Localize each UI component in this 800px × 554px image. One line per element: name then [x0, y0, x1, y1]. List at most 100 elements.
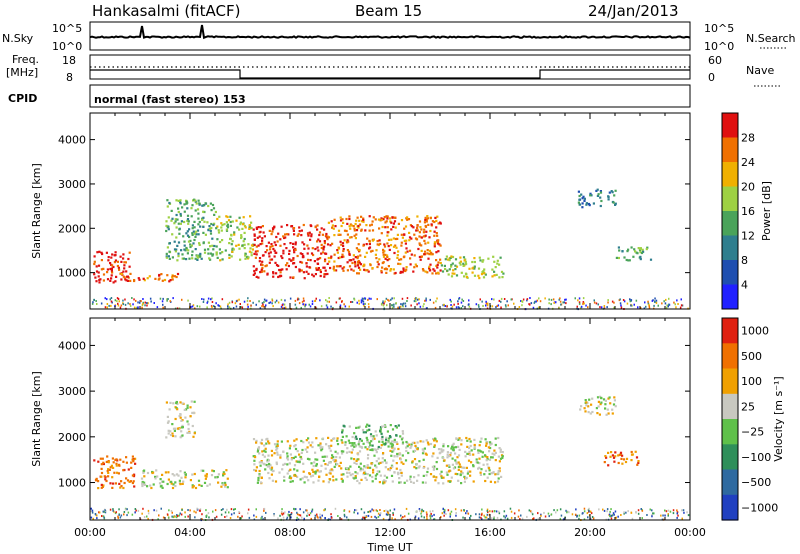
data-cell [303, 243, 306, 246]
data-cell [607, 451, 610, 454]
data-cell [424, 234, 427, 237]
data-cell [429, 263, 432, 266]
data-cell [415, 229, 418, 232]
data-cell [326, 235, 329, 238]
data-cell [347, 439, 350, 442]
data-cell [175, 275, 178, 279]
data-cell [281, 256, 284, 260]
data-cell [270, 243, 273, 246]
colorbar-swatch [722, 260, 738, 285]
data-cell [142, 277, 145, 280]
noise-cell [544, 515, 547, 518]
data-cell [445, 255, 448, 258]
noise-cell [343, 515, 346, 518]
data-cell [305, 439, 308, 442]
data-cell [161, 486, 164, 489]
data-cell [355, 437, 358, 440]
data-cell [148, 275, 151, 278]
data-cell [252, 244, 255, 247]
data-cell [204, 474, 207, 477]
data-cell [302, 462, 305, 465]
data-cell [120, 485, 123, 488]
data-cell [439, 244, 442, 247]
data-cell [620, 457, 623, 460]
noise-cell [548, 298, 550, 301]
noise-cell [630, 304, 632, 307]
data-cell [209, 229, 212, 233]
noise-cell [672, 512, 675, 515]
data-cell [310, 475, 313, 478]
data-cell [317, 479, 320, 482]
data-cell [363, 465, 366, 468]
data-cell [165, 229, 168, 233]
data-cell [143, 469, 146, 472]
data-cell [649, 258, 653, 261]
noise-cell [630, 299, 633, 302]
data-cell [290, 458, 293, 461]
data-cell [150, 486, 153, 490]
data-cell [362, 217, 365, 220]
data-cell [98, 250, 101, 253]
data-cell [261, 267, 264, 270]
noise-cell [354, 509, 356, 512]
data-cell [365, 425, 368, 428]
data-cell [434, 216, 437, 219]
data-cell [376, 260, 379, 263]
data-cell [219, 259, 222, 262]
data-cell [319, 444, 322, 447]
data-cell [278, 471, 281, 474]
data-cell [464, 260, 467, 263]
data-cell [332, 479, 335, 482]
noise-cell [591, 516, 594, 518]
data-cell [289, 468, 292, 471]
data-cell [402, 462, 405, 465]
data-cell [607, 195, 610, 198]
noise-cell [442, 507, 444, 510]
data-cell [170, 480, 173, 483]
data-cell [215, 253, 218, 256]
data-cell [400, 474, 403, 477]
data-cell [323, 242, 326, 245]
data-cell [168, 257, 171, 260]
data-cell [280, 225, 283, 228]
data-cell [165, 256, 168, 259]
noise-cell [310, 517, 312, 520]
data-cell [434, 479, 437, 482]
noise-cell [170, 510, 173, 512]
data-cell [443, 459, 446, 462]
data-cell [277, 232, 280, 235]
noise-cell [400, 303, 402, 306]
data-cell [639, 248, 642, 251]
data-cell [346, 233, 349, 236]
noise-cell [120, 304, 123, 307]
data-cell [423, 221, 426, 224]
data-cell [221, 482, 224, 485]
data-cell [106, 268, 109, 271]
data-cell [315, 267, 318, 270]
data-cell [187, 220, 190, 223]
data-cell [184, 416, 187, 419]
data-cell [179, 212, 182, 216]
noise-cell [306, 509, 308, 512]
data-cell [106, 455, 109, 458]
data-cell [497, 477, 500, 480]
data-cell [371, 249, 374, 252]
noise-cell [184, 515, 186, 518]
noise-cell [449, 513, 452, 516]
data-cell [336, 463, 339, 466]
noise-cell [587, 508, 590, 511]
data-cell [485, 442, 488, 445]
noise-cell [617, 515, 619, 518]
data-cell [442, 443, 445, 446]
data-cell [176, 427, 180, 430]
data-cell [332, 456, 335, 459]
data-cell [340, 450, 343, 453]
data-cell [117, 472, 120, 475]
noise-cell [418, 508, 421, 510]
data-cell [119, 458, 122, 461]
data-cell [200, 257, 203, 260]
data-cell [348, 441, 351, 445]
data-cell [322, 480, 325, 483]
data-cell [436, 242, 440, 245]
data-cell [473, 265, 476, 268]
